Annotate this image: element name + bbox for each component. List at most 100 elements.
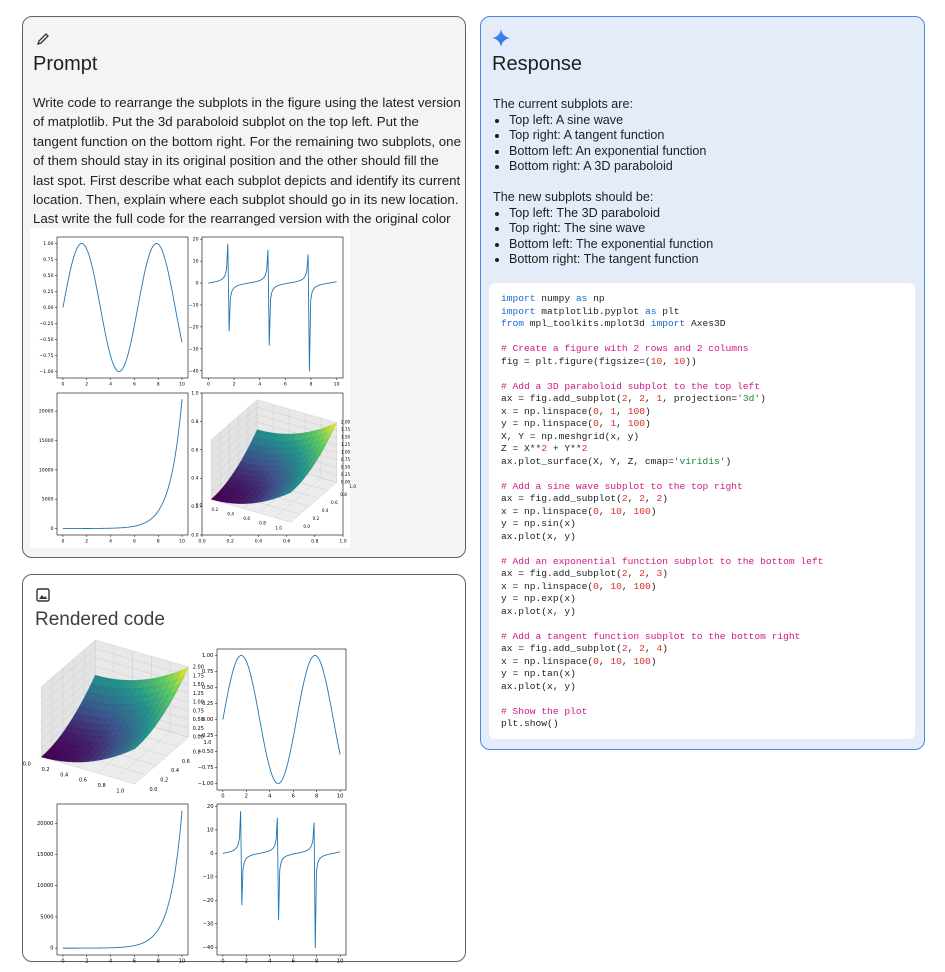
pencil-icon (36, 33, 49, 46)
curve (62, 242, 183, 373)
y-tick-label: 10 (193, 259, 199, 265)
z-tick-label: 1.00 (341, 450, 351, 455)
z-tick-label: 1.25 (193, 691, 204, 697)
y-tick-label: −0.50 (198, 749, 214, 755)
grid-line (41, 674, 96, 723)
x-tick-label: 10 (334, 382, 340, 388)
x-tick-label: 10 (337, 794, 344, 800)
y-tick-label: −0.50 (39, 337, 53, 343)
z-tick-label: 1.50 (341, 435, 351, 440)
y-tick-label: 0.0 (191, 533, 198, 539)
grid-line (41, 666, 96, 714)
z-tick-label: 0.50 (341, 465, 351, 470)
axes-frame (56, 392, 189, 536)
x-tick-label: 6 (133, 539, 136, 545)
x-tick-label: 1.0 (116, 789, 124, 795)
z-tick-label: 0.50 (193, 717, 204, 723)
y-tick-label: 0.6 (331, 500, 338, 505)
z-tick-label: 1.75 (341, 427, 351, 432)
curve (62, 810, 183, 949)
y-tick-label: 0.25 (43, 289, 53, 295)
x-tick-label: 6 (284, 382, 287, 388)
y-tick-label: 0 (51, 526, 54, 532)
y-tick-label: 0.8 (340, 492, 347, 497)
z-tick-label: 0.75 (193, 708, 204, 714)
x-tick-label: 1.0 (339, 539, 346, 545)
list-item: Bottom left: The exponential function (509, 237, 713, 253)
current-list: Top left: A sine waveTop right: A tangen… (493, 113, 706, 175)
z-tick-label: 0.00 (341, 479, 351, 484)
x-tick-label: 8 (157, 382, 160, 388)
axes-frame (56, 803, 189, 956)
z-tick-label: 0.25 (341, 472, 351, 477)
y-tick-label: 0 (50, 946, 53, 952)
x-tick-label: 8 (157, 539, 160, 545)
star-icon (492, 29, 510, 47)
x-tick-label: 4 (109, 959, 113, 965)
x-tick-label: 8 (309, 382, 312, 388)
y-tick-label: −10 (189, 302, 199, 308)
x-tick-label: 8 (315, 794, 318, 800)
x-tick-label: 10 (337, 959, 344, 965)
y-tick-label: 0.8 (191, 419, 198, 425)
x-tick-label: 2 (245, 794, 248, 800)
list-item: Top right: The sine wave (509, 221, 713, 237)
y-tick-label: 0 (210, 851, 213, 857)
x-tick-label: 10 (179, 382, 185, 388)
x-tick-label: 0 (221, 959, 224, 965)
y-tick-label: 0.00 (202, 717, 214, 723)
z-tick-label: 1.50 (193, 682, 204, 688)
grid-line (211, 399, 258, 440)
grid-line (41, 683, 96, 731)
y-tick-label: 0.50 (43, 273, 53, 279)
y-tick-label: 1.0 (191, 391, 198, 397)
x-tick-label: 0.8 (98, 783, 106, 789)
grid-line (134, 737, 189, 785)
grid-line (95, 648, 189, 677)
x-tick-label: 4 (109, 382, 112, 388)
x-tick-label: 0.4 (60, 772, 68, 778)
x-tick-label: 6 (292, 959, 295, 965)
y-tick-label: −1.00 (39, 369, 53, 375)
axes-frame (201, 236, 344, 379)
x-tick-label: 0.6 (283, 539, 290, 545)
y-tick-label: −0.75 (39, 353, 53, 359)
y-tick-label: 10000 (39, 467, 54, 473)
list-item: Top right: A tangent function (509, 128, 706, 144)
y-tick-label: −30 (189, 346, 199, 352)
y-tick-label: −1.00 (198, 781, 214, 787)
list-item: Bottom left: An exponential function (509, 144, 706, 160)
code-block: import numpy as np import matplotlib.pyp… (489, 283, 915, 739)
y-tick-label: 0.4 (191, 476, 198, 482)
x-tick-label: 0.2 (211, 507, 218, 512)
x-tick-label: 0.8 (259, 521, 266, 526)
y-tick-label: 15000 (37, 852, 54, 858)
y-tick-label: 0.2 (313, 516, 320, 521)
curve (62, 399, 183, 529)
y-tick-label: −0.75 (198, 765, 214, 771)
grid-line (290, 482, 337, 523)
z-tick-label: 1.00 (193, 700, 204, 706)
image-icon (36, 588, 50, 602)
new-list: Top left: The 3D paraboloidTop right: Th… (493, 206, 713, 268)
response-card: Response The current subplots are: Top l… (480, 16, 925, 750)
axes-frame (201, 392, 344, 536)
x-tick-label: 1.0 (275, 525, 282, 530)
response-title: Response (492, 53, 583, 75)
y-tick-label: 15000 (39, 438, 54, 444)
y-tick-label: −0.25 (198, 733, 214, 739)
grid-line (41, 639, 96, 687)
x-tick-label: 0.6 (79, 778, 87, 784)
grid-line (211, 436, 258, 478)
grid-line (211, 421, 258, 463)
y-tick-label: 20 (207, 804, 214, 810)
x-tick-label: 0.4 (255, 539, 262, 545)
x-tick-label: 4 (109, 539, 112, 545)
x-tick-label: 6 (133, 382, 136, 388)
grid-line (41, 657, 96, 705)
y-tick-label: −10 (203, 874, 214, 880)
y-tick-label: 0.0 (149, 787, 157, 793)
y-tick-label: 0.00 (43, 305, 53, 311)
list-item: Top left: The 3D paraboloid (509, 206, 713, 222)
